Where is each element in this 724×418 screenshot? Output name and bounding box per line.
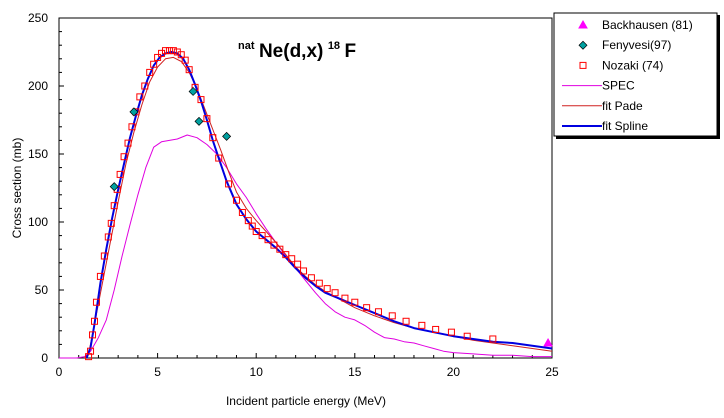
nozaki-74-point — [463, 332, 471, 340]
nozaki-74-point — [124, 139, 132, 147]
nozaki-74-point — [181, 56, 189, 64]
nozaki-74-point — [203, 115, 211, 123]
nozaki-74-point — [388, 312, 396, 320]
nozaki-74-point — [323, 285, 331, 293]
nozaki-74-point — [154, 53, 162, 61]
nozaki-74-point — [209, 134, 217, 142]
nozaki-74-point — [90, 317, 98, 325]
x-axis-label: Incident particle energy (MeV) — [226, 394, 386, 408]
nozaki-74-point — [232, 196, 240, 204]
x-tick-label: 0 — [56, 365, 63, 379]
nozaki-74-point — [107, 219, 115, 227]
nozaki-74-point — [225, 180, 233, 188]
legend-entries: Backhausen (81) Fenyvesi(97) Nozaki (74) SP… — [562, 18, 693, 133]
x-tick-label: 20 — [447, 365, 461, 379]
nozaki-74-point — [300, 267, 308, 275]
nozaki-74-point — [146, 68, 154, 76]
legend-marker-nozaki-74 — [579, 61, 587, 69]
nozaki-74-point — [258, 232, 266, 240]
legend-label-nozaki-74: Nozaki (74) — [602, 58, 663, 72]
nozaki-74-point — [169, 47, 177, 55]
y-tick-label: 100 — [28, 215, 48, 229]
nozaki-74-point — [85, 353, 93, 361]
nozaki-74-point — [288, 255, 296, 263]
x-tick-label: 10 — [250, 365, 264, 379]
fenyvesi-97-point — [194, 116, 204, 126]
legend-label-fit-pade: fit Pade — [602, 99, 643, 113]
title-superscript-mass: 18 — [328, 40, 340, 52]
nozaki-74-point — [264, 236, 272, 244]
nozaki-74-point — [244, 217, 252, 225]
legend-marker-fenyvesi-97 — [578, 40, 588, 50]
backhausen-81-point — [543, 338, 553, 347]
nozaki-74-point — [351, 298, 359, 306]
nozaki-74-point — [238, 208, 246, 216]
nozaki-74-point — [294, 260, 302, 268]
nozaki-74-point — [363, 304, 371, 312]
nozaki-74-point — [128, 123, 136, 131]
nozaki-74-point — [418, 321, 426, 329]
y-tick-label: 50 — [35, 283, 49, 297]
nozaki-74-point — [276, 245, 284, 253]
nozaki-74-point — [110, 202, 118, 210]
title-superscript-nat: nat — [238, 40, 255, 52]
legend-label-spec: SPEC — [602, 79, 635, 93]
nozaki-74-point — [177, 51, 185, 59]
y-tick-label: 150 — [28, 147, 48, 161]
nozaki-74-point — [116, 170, 124, 178]
nozaki-74-point — [432, 325, 440, 333]
spec-line — [59, 134, 552, 359]
legend-label-backhausen-81: Backhausen (81) — [602, 18, 693, 32]
nozaki-74-point — [215, 154, 223, 162]
nozaki-74-point — [100, 252, 108, 260]
fenyvesi-97-point — [188, 86, 198, 96]
nozaki-74-point — [120, 153, 128, 161]
nozaki-74-point — [248, 222, 256, 230]
nozaki-74-point — [92, 298, 100, 306]
legend-label-fenyvesi-97: Fenyvesi(97) — [602, 38, 671, 52]
y-tick-label: 250 — [28, 11, 48, 25]
nozaki-74-point — [104, 233, 112, 241]
nozaki-74-point — [87, 347, 95, 355]
nozaki-74-point — [136, 93, 144, 101]
x-tick-label: 5 — [154, 365, 161, 379]
nozaki-74-point — [185, 66, 193, 74]
legend — [553, 12, 718, 137]
nozaki-74-point — [331, 289, 339, 297]
legend-label-fit-spline: fit Spline — [602, 119, 648, 133]
nozaki-74-point — [141, 82, 149, 90]
nozaki-74-point — [341, 294, 349, 302]
nozaki-74-point — [447, 328, 455, 336]
y-tick-label: 0 — [41, 351, 48, 365]
nozaki-74-point — [150, 60, 158, 68]
nozaki-74-point — [402, 317, 410, 325]
nozaki-74-point — [489, 335, 497, 343]
fenyvesi-97-point — [129, 107, 139, 117]
title-end: F — [345, 41, 357, 62]
nozaki-74-point — [96, 272, 104, 280]
title-main: Ne(d,x) — [259, 41, 323, 62]
series-markers — [85, 47, 553, 361]
nozaki-74-point — [270, 241, 278, 249]
fenyvesi-97-point — [109, 182, 119, 192]
y-tick-label: 200 — [28, 79, 48, 93]
fenyvesi-97-point — [222, 131, 232, 141]
nozaki-74-point — [307, 274, 315, 282]
y-axis-label: Cross section (mb) — [10, 138, 24, 239]
nozaki-74-point — [282, 251, 290, 259]
nozaki-74-point — [165, 47, 173, 55]
nozaki-74-point — [89, 331, 97, 339]
plot-area — [58, 17, 553, 359]
chart-title: nat Ne(d,x) 18 F — [238, 36, 356, 62]
x-tick-label: 25 — [545, 365, 559, 379]
nozaki-74-point — [315, 279, 323, 287]
legend-marker-backhausen-81 — [578, 19, 588, 29]
nozaki-74-point — [252, 228, 260, 236]
x-tick-label: 15 — [348, 365, 362, 379]
nozaki-74-point — [161, 47, 169, 55]
nozaki-74-point — [374, 308, 382, 316]
nozaki-74-point — [197, 96, 205, 104]
